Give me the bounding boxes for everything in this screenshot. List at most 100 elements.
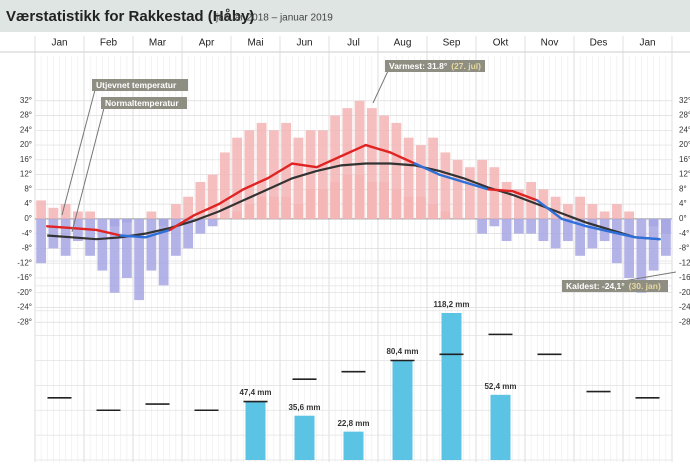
temp-bar [183, 218, 194, 249]
temp-bar [97, 218, 108, 271]
y-tick-label: -8° [22, 244, 32, 253]
temp-bar [477, 159, 488, 219]
temp-bar [428, 137, 439, 219]
precip-label: 22,8 mm [337, 419, 369, 428]
smoothed-segment [217, 188, 245, 206]
temp-bar [464, 167, 475, 219]
smoothed-segment [168, 213, 196, 232]
temp-bar [85, 211, 96, 219]
smoothed-segment [193, 202, 220, 217]
smoothed-segment [266, 162, 294, 180]
x-tick-label: Sep [443, 38, 461, 49]
temp-bar [489, 218, 500, 227]
temp-bar [526, 181, 537, 219]
x-tick-label: Aug [394, 38, 412, 49]
temp-bar [256, 122, 267, 219]
hottest-callout-pointer [372, 70, 389, 104]
chart-subtitle: januar 2018 – januar 2019 [215, 13, 333, 24]
x-tick-label: Mar [149, 38, 167, 49]
temp-bar [207, 174, 218, 219]
temp-bar [219, 152, 230, 219]
temp-bar [452, 159, 463, 219]
temp-bar [526, 218, 537, 234]
x-tick-label: Mai [247, 38, 263, 49]
marks [36, 100, 671, 460]
precip-label: 118,2 mm [433, 300, 469, 309]
temp-bar [121, 218, 132, 278]
temp-bar [72, 211, 83, 219]
y-tick-label-right: -28° [679, 317, 690, 326]
title-bar [0, 0, 690, 32]
temp-bar [428, 204, 439, 219]
temp-bar [562, 218, 573, 242]
normal-callout-pointer [71, 107, 105, 233]
x-tick-label: Nov [541, 38, 559, 49]
smoothed-segment [585, 225, 612, 234]
temp-bar [477, 218, 488, 234]
temp-bar [366, 181, 377, 219]
temp-bar [354, 100, 365, 219]
hottest-callout-box [385, 60, 485, 72]
x-tick-label: Okt [493, 38, 509, 49]
y-tick-label: -28° [17, 317, 32, 326]
smoothed-segment [46, 225, 73, 230]
x-tick-label: Jun [296, 38, 312, 49]
temp-bar [244, 130, 255, 219]
temp-bar [146, 211, 157, 219]
y-tick-label: 12° [20, 170, 32, 179]
smoothed-segment [315, 154, 343, 169]
smoothed-segment [70, 226, 98, 232]
y-tick-label-right: 4° [679, 199, 687, 208]
y-tick-label-right: 20° [679, 140, 690, 149]
temp-bar [134, 218, 145, 301]
precip-bar [294, 415, 315, 460]
temp-bar [648, 218, 659, 271]
temp-bar [170, 204, 181, 219]
y-tick-label: 8° [24, 184, 32, 193]
y-tick-label-right: -8° [679, 244, 689, 253]
temp-bar [170, 218, 181, 256]
y-tick-label: -12° [17, 258, 32, 267]
temp-bar [440, 211, 451, 219]
precip-label: 35,6 mm [288, 403, 320, 412]
temp-bar [48, 207, 59, 219]
temp-bar [379, 181, 390, 219]
y-tick-label: -24° [17, 303, 32, 312]
precip-label: 47,4 mm [239, 388, 271, 397]
temp-bar [403, 137, 414, 219]
temp-bar [599, 211, 610, 219]
temp-bar [232, 211, 243, 219]
temp-bar [244, 204, 255, 219]
temp-bar [513, 218, 524, 234]
coldest-callout-text: (30. jan) [629, 281, 661, 291]
temp-bar [195, 218, 206, 234]
y-tick-label-right: -16° [679, 273, 690, 282]
temp-bar [281, 122, 292, 219]
temp-bar [232, 137, 243, 219]
smoothed-segment [487, 188, 514, 193]
x-tick-label: Des [590, 38, 608, 49]
smoothed-segment [462, 180, 490, 191]
temp-bar [330, 181, 341, 219]
temp-bar [293, 137, 304, 219]
temp-bar [256, 196, 267, 219]
temp-bar [415, 196, 426, 219]
temp-bar [60, 204, 71, 219]
y-tick-label-right: 28° [679, 111, 690, 120]
temp-bar [440, 152, 451, 219]
temp-bar [305, 189, 316, 219]
y-tick-label-right: -4° [679, 229, 689, 238]
normal-callout-text: Normaltemperatur [105, 98, 179, 108]
x-tick-label: Feb [100, 38, 118, 49]
temp-bar [575, 218, 586, 256]
y-tick-label-right: 12° [679, 170, 690, 179]
coldest-callout-text: Kaldest: -24,1° [566, 281, 625, 291]
chart-title: Værstatistikk for Rakkestad (Håby) [6, 8, 254, 25]
y-tick-label: -4° [22, 229, 32, 238]
smoothed-segment [389, 151, 416, 165]
temp-bar [636, 218, 647, 293]
y-tick-label-right: -12° [679, 258, 690, 267]
temp-bar [501, 181, 512, 219]
temp-bar [513, 189, 524, 219]
smoothed-segment [634, 236, 661, 241]
